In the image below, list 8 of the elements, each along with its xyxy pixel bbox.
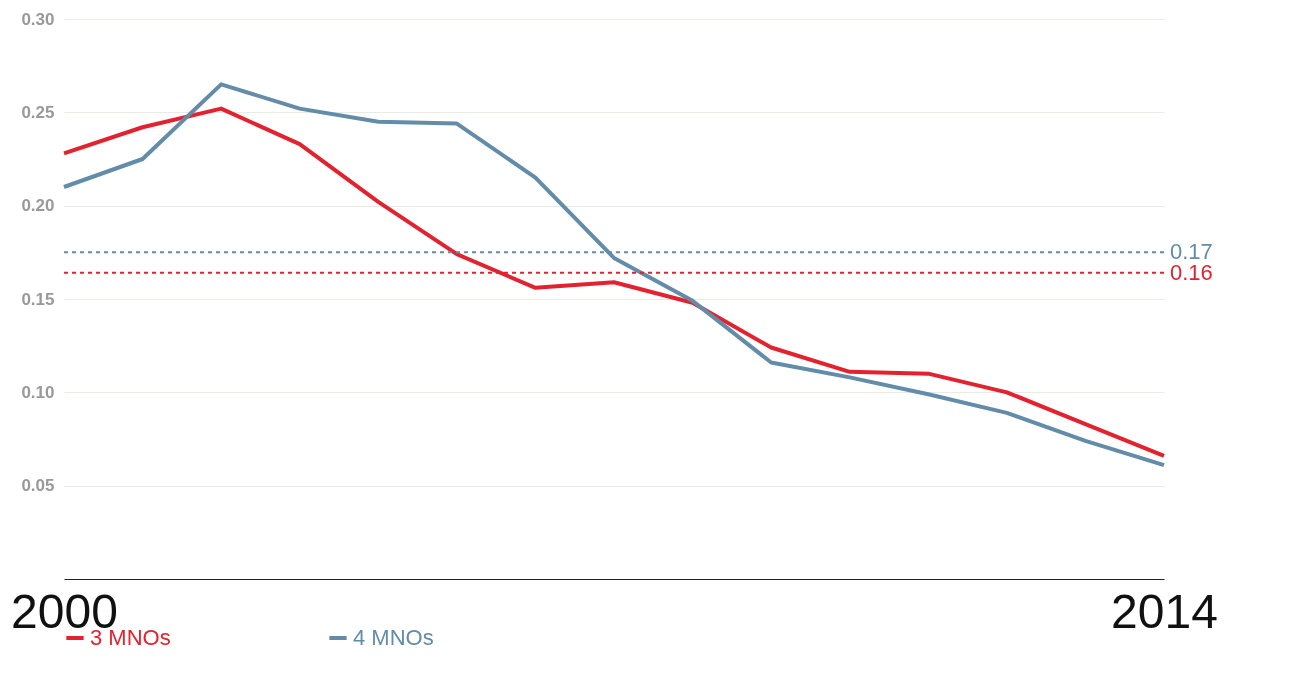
- y-tick-label: 0.30: [21, 9, 55, 29]
- x-tick-label: 2014: [1111, 584, 1218, 638]
- y-tick-label: 0.20: [21, 196, 55, 216]
- y-tick-label: 0.05: [21, 476, 55, 496]
- y-tick-label: 0.10: [21, 382, 55, 402]
- y-tick-label: 0.15: [21, 289, 55, 309]
- legend-label: 4 MNOs: [353, 625, 434, 650]
- y-tick-label: 0.25: [21, 102, 55, 122]
